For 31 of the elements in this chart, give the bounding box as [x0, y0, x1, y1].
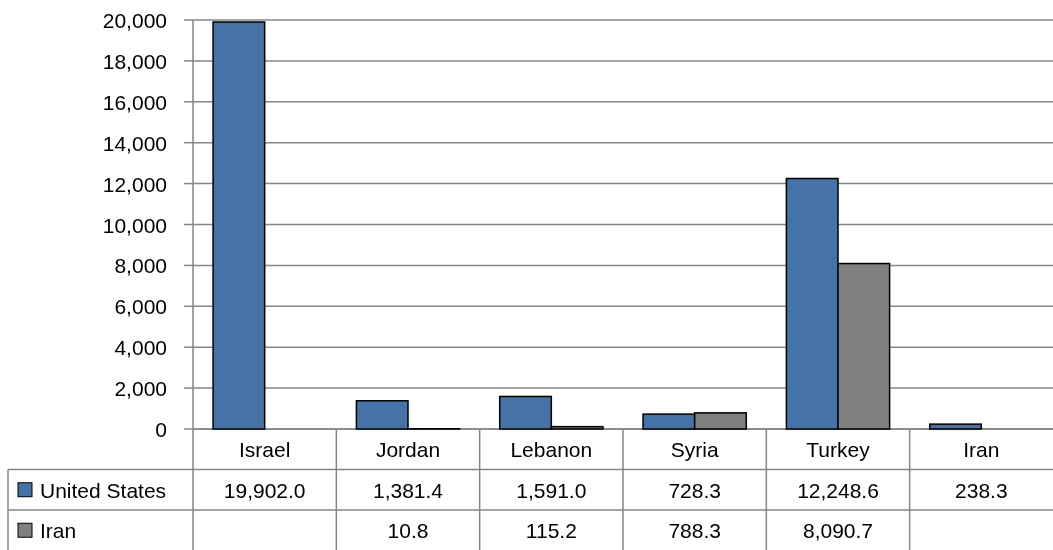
x-tick-label: Jordan [375, 437, 441, 461]
data-label: 1,591.0 [516, 478, 587, 502]
y-tick-label: 20,000 [102, 8, 167, 32]
legend-label: Iran [40, 518, 77, 542]
y-tick-label: 4,000 [114, 335, 167, 359]
x-tick-label: Israel [238, 437, 291, 461]
data-label: 12,248.6 [797, 478, 879, 502]
x-tick-label: Lebanon [510, 437, 593, 461]
x-tick-label: Iran [963, 437, 1000, 461]
legend-label: United States [40, 478, 167, 502]
x-tick-label: Turkey [806, 437, 871, 461]
y-tick-label: 6,000 [114, 294, 167, 318]
y-tick-label: 10,000 [102, 213, 167, 236]
data-label: 788.3 [668, 518, 721, 542]
data-label: 19,902.0 [223, 478, 306, 502]
data-label: 238.3 [955, 478, 1008, 502]
data-label: 8,090.7 [802, 518, 874, 542]
y-tick-label: 12,000 [102, 172, 167, 196]
y-tick-label: 2,000 [114, 376, 167, 400]
data-label: 10.8 [387, 518, 429, 542]
bar [928, 423, 983, 430]
data-label: 728.3 [668, 478, 721, 502]
y-tick-label: 14,000 [102, 131, 167, 155]
y-tick-label: 18,000 [102, 49, 167, 73]
bar [212, 21, 266, 430]
data-label: 1,381.4 [372, 478, 444, 502]
data-label: 115.2 [525, 518, 577, 542]
y-tick-label: 16,000 [102, 90, 167, 114]
y-tick-label: 8,000 [114, 253, 167, 277]
x-tick-label: Syria [670, 437, 719, 461]
y-tick-label: 0 [155, 417, 167, 441]
